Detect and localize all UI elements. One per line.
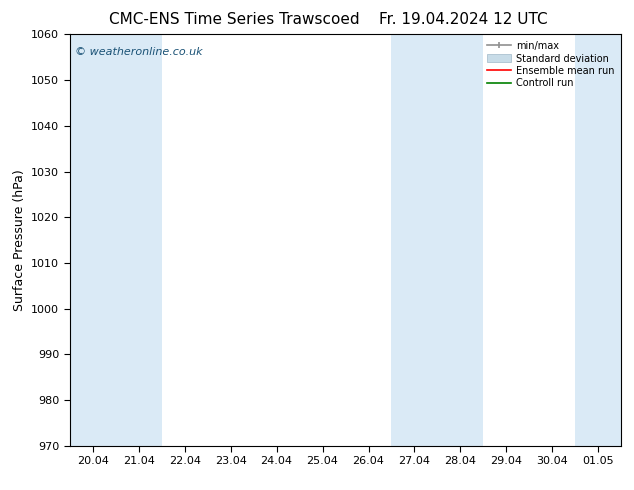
Legend: min/max, Standard deviation, Ensemble mean run, Controll run: min/max, Standard deviation, Ensemble me…: [485, 39, 616, 90]
Text: © weatheronline.co.uk: © weatheronline.co.uk: [75, 47, 203, 57]
Bar: [437, 34, 483, 446]
Bar: [391, 34, 437, 446]
Text: Fr. 19.04.2024 12 UTC: Fr. 19.04.2024 12 UTC: [378, 12, 547, 27]
Text: CMC-ENS Time Series Trawscoed: CMC-ENS Time Series Trawscoed: [109, 12, 360, 27]
Bar: [115, 34, 162, 446]
Y-axis label: Surface Pressure (hPa): Surface Pressure (hPa): [13, 169, 25, 311]
Bar: [575, 34, 621, 446]
Bar: [70, 34, 115, 446]
